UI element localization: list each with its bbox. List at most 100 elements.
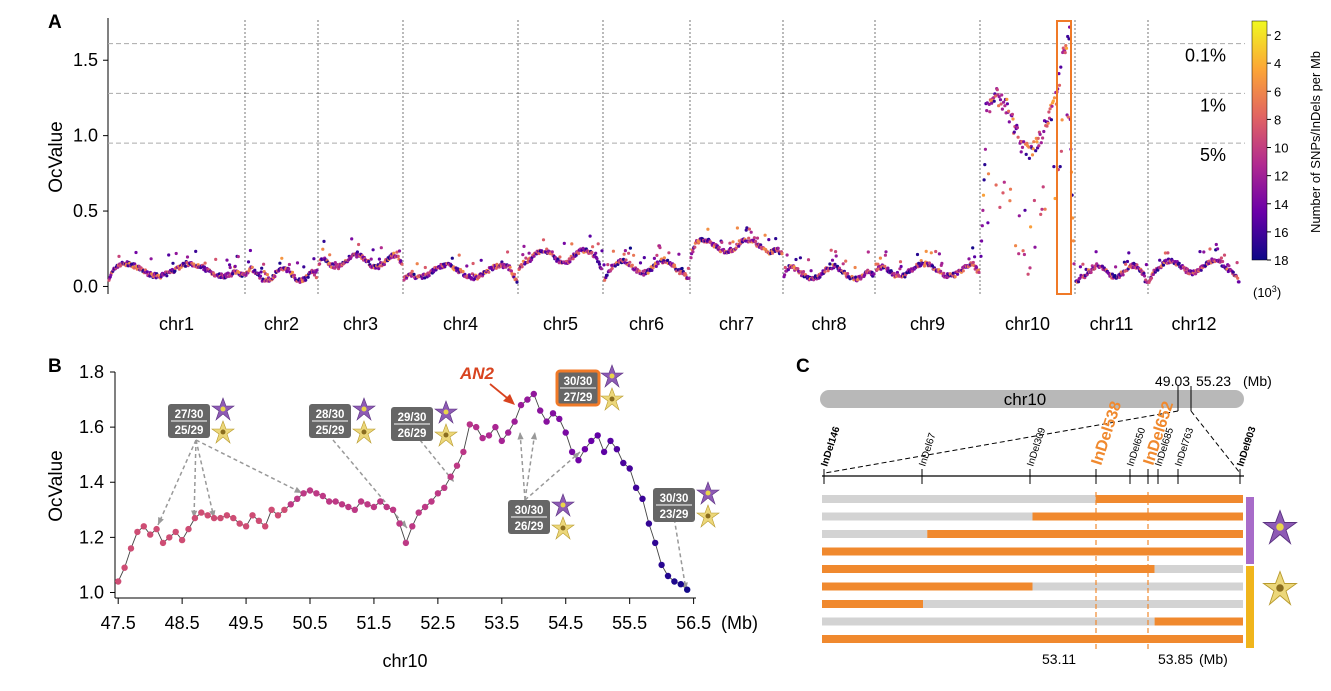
annotation-g6: 30/30 23/29 [653,481,720,528]
position-end: 55.23 [1196,373,1231,389]
data-point [652,256,657,260]
data-point [242,523,250,530]
haplotype-segment [822,600,924,608]
data-point [1214,242,1218,247]
data-point [1037,144,1041,148]
data-point [1039,141,1043,145]
data-point [1034,149,1038,153]
data-point [306,487,314,494]
data-point [1052,96,1057,100]
data-point [1219,256,1223,260]
data-point [828,262,832,266]
data-point [605,273,609,277]
data-point [262,262,266,266]
data-point [312,257,316,261]
purple-flower-icon [352,397,376,421]
haplotype-segment [822,512,1033,521]
data-point [415,262,419,266]
data-point [479,258,483,262]
data-point [577,251,581,256]
data-point [312,273,317,277]
data-point [1093,267,1097,271]
data-point [236,255,240,259]
data-point [927,261,932,265]
data-point [843,271,847,275]
data-point [1151,272,1155,276]
colorbar-tick-label: 10 [1274,141,1288,156]
data-point [1199,268,1203,272]
panel-b-y-ticks: 1.0 1.2 1.4 1.6 1.8 [79,362,115,602]
data-point [796,267,800,271]
data-point [1164,258,1168,262]
colorbar-tick-label: 14 [1274,197,1288,212]
data-point [1003,104,1007,108]
chromosome-label: chr8 [811,314,846,334]
haplotype-segment [822,495,1096,503]
data-point [409,523,416,530]
data-point [410,269,414,273]
data-point [1016,135,1020,139]
data-point [473,423,480,431]
data-point [134,528,141,536]
marker-label: InDel903 [1235,425,1258,468]
data-point [248,248,252,253]
data-point [530,258,534,262]
data-point [505,429,512,436]
data-point [1038,132,1042,136]
data-point [562,429,569,436]
data-point [767,238,771,242]
data-point [453,462,461,469]
colorbar-tick-label: 4 [1274,56,1281,71]
data-point [549,410,557,417]
annotation-arrowhead [158,517,164,525]
data-point [1125,259,1130,264]
data-point [511,418,518,425]
data-point [628,260,632,264]
data-point [632,253,636,257]
data-point [776,246,780,250]
annotation-arrowhead [191,510,198,518]
data-point [1033,245,1037,249]
data-point [1064,44,1068,48]
marker-labels: InDel146 InDel67 InDel309 InDel538 InDel650I… [819,399,1259,484]
panel-a-highlight-box [1056,20,1072,295]
data-point [1161,263,1166,267]
data-point [1032,198,1036,203]
data-point [834,254,838,258]
threshold-label: 1% [1200,95,1226,115]
data-point [300,490,307,497]
data-point [570,242,574,246]
colorbar-ticks: 2 4 6 8 10 12 14 16 18 [1267,28,1288,268]
panel-b-points [115,390,691,593]
data-point [794,257,798,262]
panel-a-points [107,25,1241,284]
chromosome-label: chr10 [1005,314,1050,334]
data-point [1048,107,1052,111]
data-point [664,572,672,580]
data-point [253,268,257,272]
chromosome-label: chr3 [343,314,378,334]
data-point [369,257,373,261]
data-point [487,270,491,274]
data-point [602,263,606,267]
data-point [250,265,254,269]
data-point [917,261,921,265]
data-point [841,262,845,266]
data-point [134,250,138,255]
data-point [993,94,998,98]
data-point [1166,251,1170,255]
data-point [823,270,827,274]
panel-a-chromosome-labels: chr1 chr2 chr3 chr4 chr5 chr6 chr7 chr8 chr9 chr1… [159,314,1217,334]
data-point [892,271,896,276]
colorbar-tick-label: 12 [1274,169,1288,184]
data-point [115,578,122,585]
annotation-g3: 29/30 26/29 [391,400,458,447]
data-point [884,250,888,254]
data-point [1222,253,1227,257]
data-point [441,484,448,491]
data-point [997,104,1001,108]
data-point [672,263,677,267]
data-point [998,98,1003,102]
data-point [1071,239,1075,243]
data-point [1017,214,1021,218]
